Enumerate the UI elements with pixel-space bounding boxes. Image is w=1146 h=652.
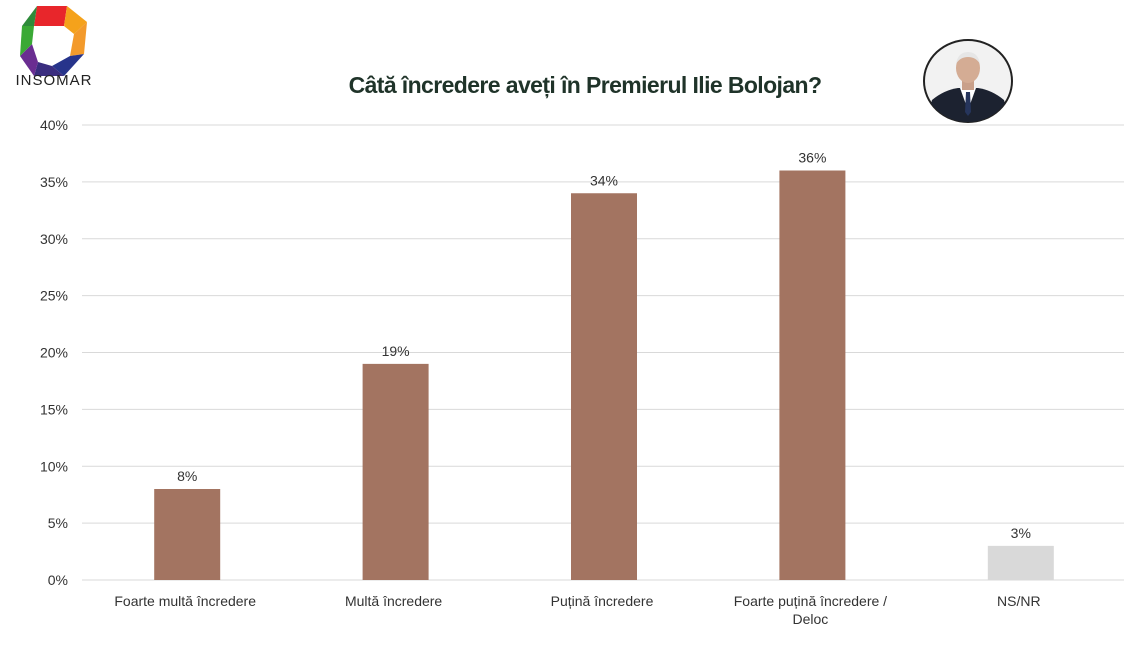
y-tick-label: 20% bbox=[40, 345, 68, 361]
data-label: 3% bbox=[1011, 525, 1031, 541]
y-tick-label: 40% bbox=[40, 117, 68, 133]
data-label: 36% bbox=[798, 150, 826, 166]
y-tick-label: 25% bbox=[40, 288, 68, 304]
bar bbox=[154, 489, 221, 580]
chart-title: Câtă încredere aveți în Premierul Ilie B… bbox=[348, 72, 822, 98]
data-label: 8% bbox=[177, 468, 197, 484]
data-label: 34% bbox=[590, 172, 618, 188]
bar bbox=[779, 170, 846, 580]
y-tick-label: 35% bbox=[40, 174, 68, 190]
bar bbox=[571, 193, 637, 580]
premier-portrait bbox=[923, 39, 1013, 123]
brand-name: INSOMAR bbox=[15, 72, 93, 89]
x-category-label: Foarte multă încredere bbox=[114, 593, 256, 609]
bar bbox=[362, 363, 429, 580]
y-tick-label: 0% bbox=[48, 572, 68, 588]
data-label: 19% bbox=[382, 343, 410, 359]
y-tick-label: 10% bbox=[40, 458, 68, 474]
x-category-label: Puțină încredere bbox=[551, 593, 654, 609]
x-category-label: Multă încredere bbox=[345, 593, 442, 609]
x-category-label: Foarte puțină încredere / Deloc bbox=[734, 593, 887, 627]
insomar-logo bbox=[20, 6, 87, 76]
x-category-label: NS/NR bbox=[997, 593, 1041, 609]
y-tick-label: 30% bbox=[40, 231, 68, 247]
y-tick-label: 5% bbox=[48, 515, 68, 531]
bar bbox=[987, 545, 1054, 580]
y-tick-label: 15% bbox=[40, 401, 68, 417]
